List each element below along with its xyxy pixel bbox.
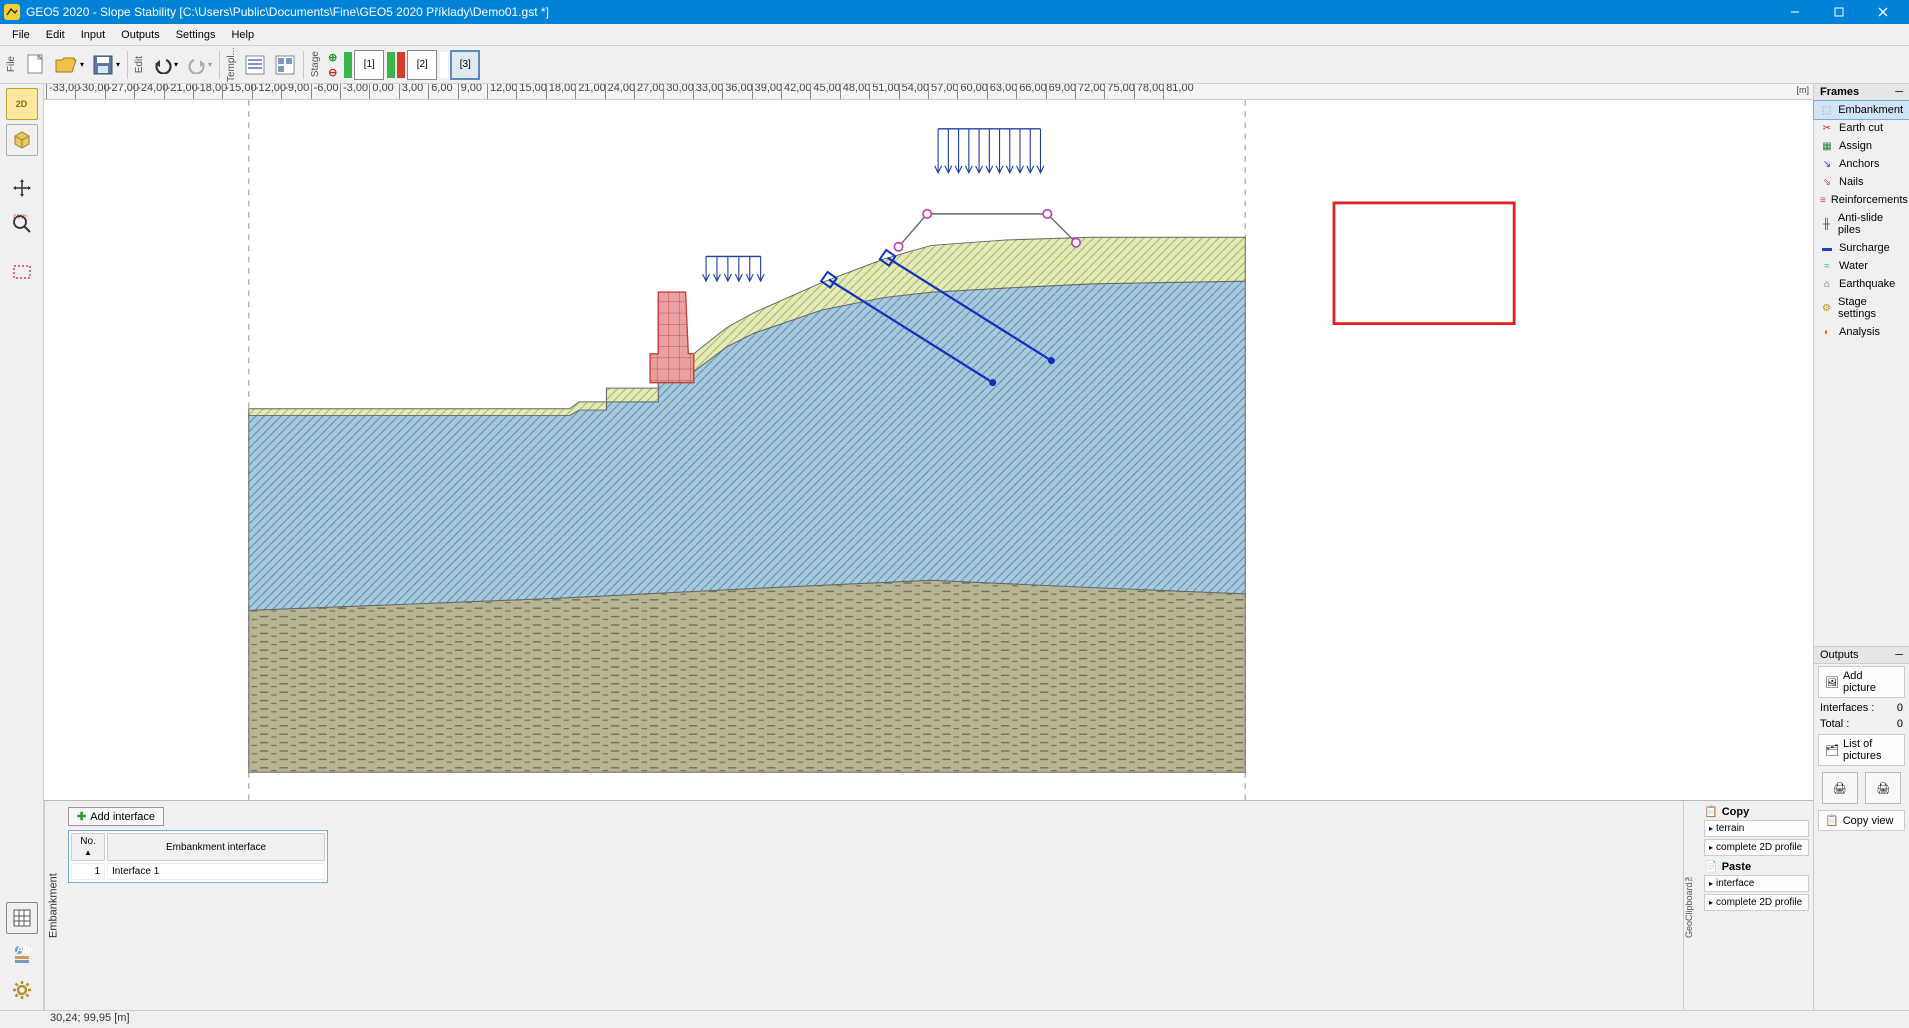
menu-settings[interactable]: Settings [168,27,224,43]
frame-item-assign[interactable]: ▦Assign [1814,137,1909,155]
interface-table[interactable]: No. ▲Embankment interface 1Interface 1 [68,830,328,883]
ruler-unit: [m] [1797,85,1810,95]
copy-icon: 📋 [1825,814,1839,827]
toolbar-file-label: File [4,56,19,72]
outputs-row: Interfaces :0 [1814,700,1909,716]
stage-tab-1[interactable]: [1] [354,50,384,80]
frame-item-analysis[interactable]: ◐Analysis [1814,323,1909,341]
titlebar: GEO5 2020 - Slope Stability [C:\Users\Pu… [0,0,1909,24]
menu-input[interactable]: Input [73,27,113,43]
frame-item-anchors[interactable]: ↘Anchors [1814,155,1909,173]
outputs-panel: Outputs ─ 🖼 Add picture Interfaces :0Tot… [1813,646,1909,1010]
pan-button[interactable] [6,172,38,204]
frame-item-surcharge[interactable]: ▬Surcharge [1814,239,1909,257]
clipboard-copy-header: 📋 Copy [1704,805,1809,818]
frames-header: Frames [1820,86,1859,98]
toolbar-templ-label: Templ... [224,47,239,82]
left-toolstrip: 2D Abc [0,84,44,1010]
select-region-button[interactable] [6,256,38,288]
frame-item-earthquake[interactable]: ⌂Earthquake [1814,275,1909,293]
geoclipboard-panel: GeoClipboard™ 📋 Copy ▸ terrain ▸ complete… [1683,801,1813,1010]
open-file-button[interactable]: ▾ [51,49,87,81]
frame-item-earth-cut[interactable]: ✂Earth cut [1814,119,1909,137]
svg-text:Abc: Abc [16,944,32,956]
statusbar: 30,24; 99,95 [m] [0,1010,1909,1028]
table-header[interactable]: No. ▲ [71,833,105,861]
clipboard-copy-item[interactable]: ▸ complete 2D profile [1704,839,1809,856]
outputs-collapse-icon[interactable]: ─ [1895,649,1903,661]
horizontal-ruler: [m] -33,00-30,00-27,00-24,00-21,00-18,00… [44,84,1813,100]
menubar: FileEditInputOutputsSettingsHelp [0,24,1909,46]
window-title: GEO5 2020 - Slope Stability [C:\Users\Pu… [26,5,1773,19]
printer-color-icon: 🖨 [1876,782,1890,795]
save-file-button[interactable]: ▾ [89,49,123,81]
frames-collapse-icon[interactable]: ─ [1895,86,1903,98]
plus-icon: ✚ [77,810,86,823]
picture-plus-icon: 🖼 [1825,676,1839,689]
geoclipboard-label: GeoClipboard™ [1684,801,1700,1010]
app-icon [4,4,20,20]
menu-outputs[interactable]: Outputs [113,27,168,43]
bottom-panel-label: Embankment [44,801,62,1010]
toolbar-stage-label: Stage [308,51,323,77]
undo-button[interactable]: ▾ [149,49,181,81]
menu-help[interactable]: Help [223,27,262,43]
menu-file[interactable]: File [4,27,38,43]
toolbar: File ▾ ▾ Edit ▾ ▾ Templ... Stage ⊕ ⊖ [1]… [0,46,1909,84]
status-coords: 30,24; 99,95 [m] [50,1012,130,1024]
remove-stage-button[interactable]: ⊖ [325,65,340,79]
add-interface-button[interactable]: ✚ Add interface [68,807,164,826]
paste-icon: 📄 [1704,860,1718,873]
frame-item-reinforcements[interactable]: ≡Reinforcements [1814,191,1909,209]
frame-item-anti-slide-piles[interactable]: ╫Anti-slide piles [1814,209,1909,239]
redo-button[interactable]: ▾ [183,49,215,81]
add-picture-button[interactable]: 🖼 Add picture [1818,666,1905,698]
print-button[interactable]: 🖨 [1822,772,1858,804]
add-stage-button[interactable]: ⊕ [325,50,340,64]
template-button-2[interactable] [271,49,299,81]
table-row[interactable]: 1Interface 1 [71,863,325,880]
print-color-button[interactable]: 🖨 [1865,772,1901,804]
copy-icon: 📋 [1704,805,1718,818]
new-file-button[interactable] [21,49,49,81]
minimize-button[interactable] [1773,0,1817,24]
table-header[interactable]: Embankment interface [107,833,325,861]
list-icon: 🗂 [1825,744,1839,757]
bottom-panel: Embankment ✚ Add interface No. ▲Embankme… [44,800,1813,1010]
stage-tab-3[interactable]: [3] [450,50,480,80]
list-pictures-button[interactable]: 🗂 List of pictures [1818,734,1905,766]
zoom-button[interactable] [6,208,38,240]
clipboard-copy-item[interactable]: ▸ terrain [1704,820,1809,837]
frame-item-water[interactable]: ≈Water [1814,257,1909,275]
clipboard-paste-item[interactable]: ▸ interface [1704,875,1809,892]
printer-icon: 🖨 [1833,782,1847,795]
drawing-canvas[interactable] [44,100,1813,800]
close-button[interactable] [1861,0,1905,24]
settings-gear-button[interactable] [6,974,38,1006]
clipboard-paste-item[interactable]: ▸ complete 2D profile [1704,894,1809,911]
toolbar-edit-label: Edit [132,56,147,73]
frame-item-stage-settings[interactable]: ⚙Stage settings [1814,293,1909,323]
template-button-1[interactable] [241,49,269,81]
frame-item-nails[interactable]: ⇘Nails [1814,173,1909,191]
outputs-row: Total :0 [1814,716,1909,732]
main-area: 2D Abc [m] -33,00-30,00-27,00-24,00-21,0… [0,84,1909,1010]
center-column: [m] -33,00-30,00-27,00-24,00-21,00-18,00… [44,84,1813,1010]
add-interface-label: Add interface [90,811,155,823]
view-3d-button[interactable] [6,124,38,156]
bottom-panel-body: ✚ Add interface No. ▲Embankment interfac… [62,801,1683,1010]
clipboard-paste-header: 📄 Paste [1704,860,1809,873]
maximize-button[interactable] [1817,0,1861,24]
stage-tab-2[interactable]: [2] [407,50,437,80]
view-2d-button[interactable]: 2D [6,88,38,120]
outputs-header: Outputs [1820,649,1859,661]
frame-item-embankment[interactable]: ⬚Embankment [1813,100,1909,120]
menu-edit[interactable]: Edit [38,27,73,43]
annotation-button[interactable]: Abc [6,938,38,970]
copy-view-button[interactable]: 📋 Copy view [1818,810,1905,831]
table-view-button[interactable] [6,902,38,934]
